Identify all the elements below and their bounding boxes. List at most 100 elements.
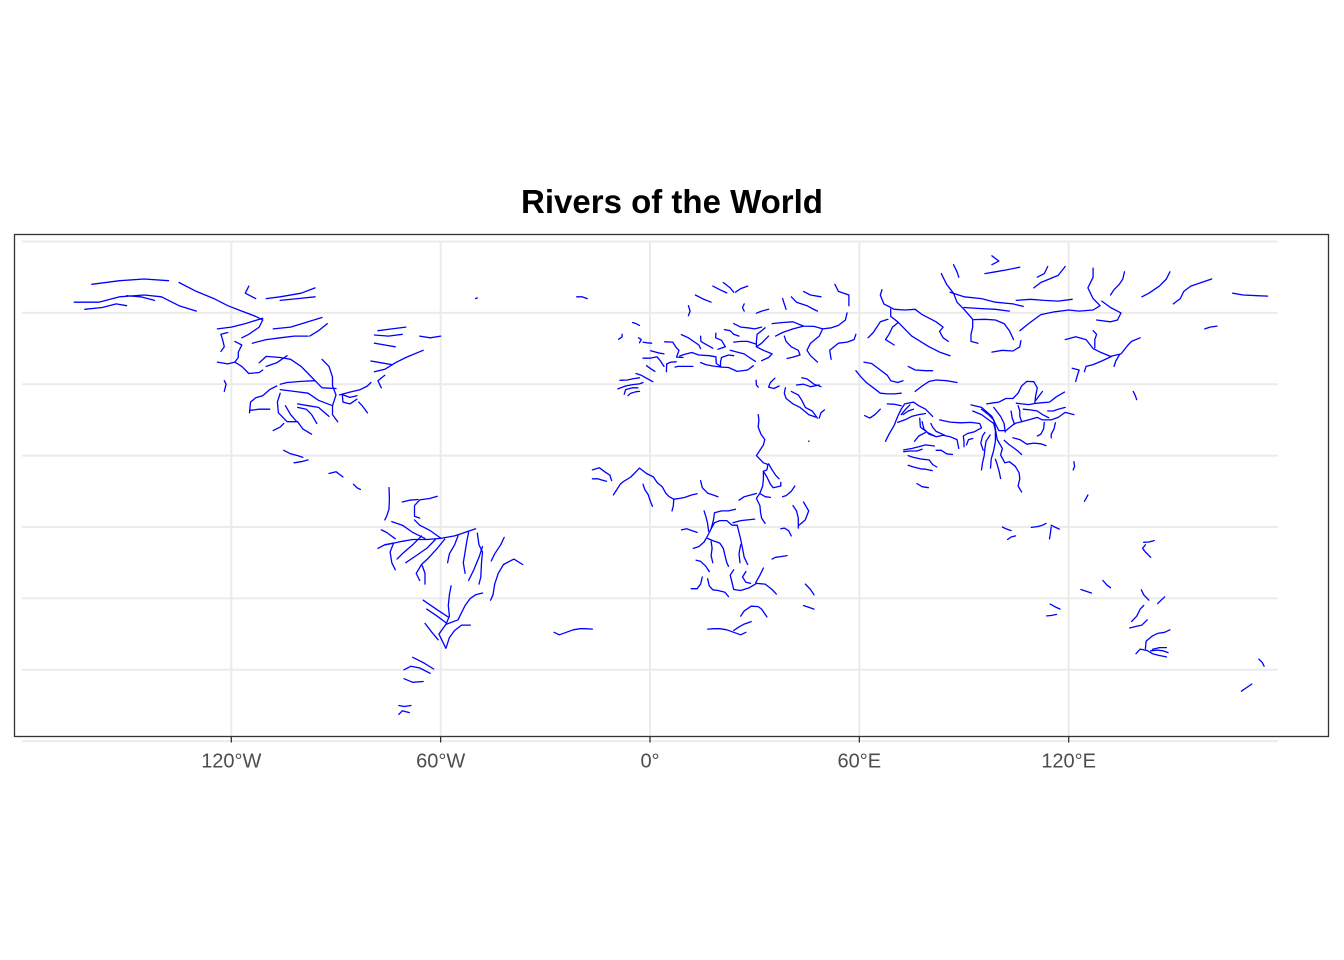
- river-line: [462, 531, 470, 575]
- river-line: [380, 529, 396, 540]
- river-line: [412, 656, 435, 670]
- river-line: [377, 326, 407, 332]
- river-line: [645, 365, 656, 373]
- river-line: [293, 459, 309, 464]
- river-line: [413, 519, 442, 539]
- river-line: [384, 528, 477, 546]
- river-line: [1017, 405, 1023, 423]
- river-line: [1140, 589, 1150, 601]
- river-line: [342, 394, 358, 399]
- river-line: [635, 372, 654, 383]
- river-line: [755, 413, 769, 472]
- river-line: [612, 467, 675, 512]
- river-line: [279, 388, 334, 407]
- river-line: [884, 322, 899, 346]
- river-line: [991, 255, 1000, 266]
- river-line: [1172, 278, 1213, 305]
- river-line: [642, 483, 654, 507]
- river-line: [377, 374, 386, 389]
- river-line: [467, 545, 484, 582]
- x-tick-label: 120°E: [1041, 751, 1096, 773]
- river-line: [415, 538, 446, 582]
- river-line: [1151, 646, 1168, 651]
- river-line: [991, 340, 1022, 353]
- river-line: [734, 285, 749, 293]
- river-line: [373, 333, 403, 337]
- river-line: [1130, 604, 1145, 623]
- river-line: [403, 678, 424, 683]
- river-line: [690, 576, 703, 590]
- river-line: [767, 377, 780, 390]
- river-line: [370, 360, 393, 366]
- river-line: [1003, 439, 1023, 456]
- river-line: [1046, 613, 1058, 617]
- river-line: [714, 332, 727, 350]
- river-line: [687, 305, 691, 317]
- river-line: [1113, 354, 1120, 368]
- river-line: [762, 470, 782, 489]
- river-line: [930, 422, 946, 436]
- river-line: [248, 385, 278, 414]
- river-line: [1143, 539, 1155, 543]
- river-line: [216, 317, 264, 330]
- x-tick-label: 60°E: [838, 751, 882, 773]
- river-line: [279, 380, 316, 385]
- river-line: [972, 410, 997, 469]
- river-line: [637, 337, 642, 344]
- river-line: [733, 620, 752, 632]
- river-line: [710, 540, 714, 564]
- river-line: [1141, 544, 1152, 558]
- river-line: [419, 335, 442, 339]
- river-line: [619, 377, 641, 381]
- river-line: [834, 283, 850, 307]
- river-line: [767, 463, 780, 480]
- river-line: [984, 266, 1021, 275]
- panel-border: [13, 233, 1330, 738]
- river-line: [125, 295, 156, 302]
- river-line: [1001, 526, 1012, 532]
- river-line: [771, 554, 788, 560]
- river-line: [780, 527, 792, 537]
- river-line: [1049, 603, 1061, 610]
- river-line: [234, 361, 264, 375]
- river-line: [258, 355, 337, 390]
- river-line: [401, 498, 419, 503]
- river-line: [1083, 494, 1089, 502]
- river-line: [755, 379, 759, 388]
- river-line: [244, 285, 257, 300]
- river-line: [863, 408, 881, 419]
- x-axis-ticks: 120°W 60°W 0° 60°E 120°E: [201, 736, 1096, 773]
- river-line: [1030, 522, 1047, 529]
- river-line: [706, 628, 747, 636]
- river-line: [733, 340, 757, 345]
- river-line: [993, 406, 1006, 433]
- river-line: [338, 381, 372, 396]
- river-line: [284, 405, 297, 422]
- river-line: [617, 333, 623, 340]
- river-line: [1240, 683, 1253, 692]
- river-line: [907, 454, 938, 468]
- river-line: [940, 272, 979, 344]
- river-line: [1204, 325, 1218, 330]
- river-line: [1010, 410, 1016, 425]
- river-line: [729, 349, 757, 363]
- river-line: [829, 333, 857, 360]
- river-line: [1033, 265, 1066, 289]
- river-line: [445, 624, 471, 649]
- river-line: [913, 431, 927, 442]
- river-line: [265, 287, 316, 300]
- river-line: [421, 564, 426, 585]
- river-line: [783, 387, 817, 418]
- river-line: [321, 358, 339, 423]
- x-tick-label: 0°: [640, 751, 659, 773]
- river-line: [403, 665, 431, 674]
- river-line: [352, 483, 362, 491]
- river-line: [679, 351, 754, 373]
- river-line: [952, 264, 960, 278]
- river-line: [1015, 298, 1073, 302]
- river-line: [438, 592, 484, 649]
- river-line: [391, 520, 426, 540]
- map-title: Rivers of the World: [521, 183, 823, 220]
- river-line: [665, 361, 677, 373]
- river-line: [919, 417, 937, 437]
